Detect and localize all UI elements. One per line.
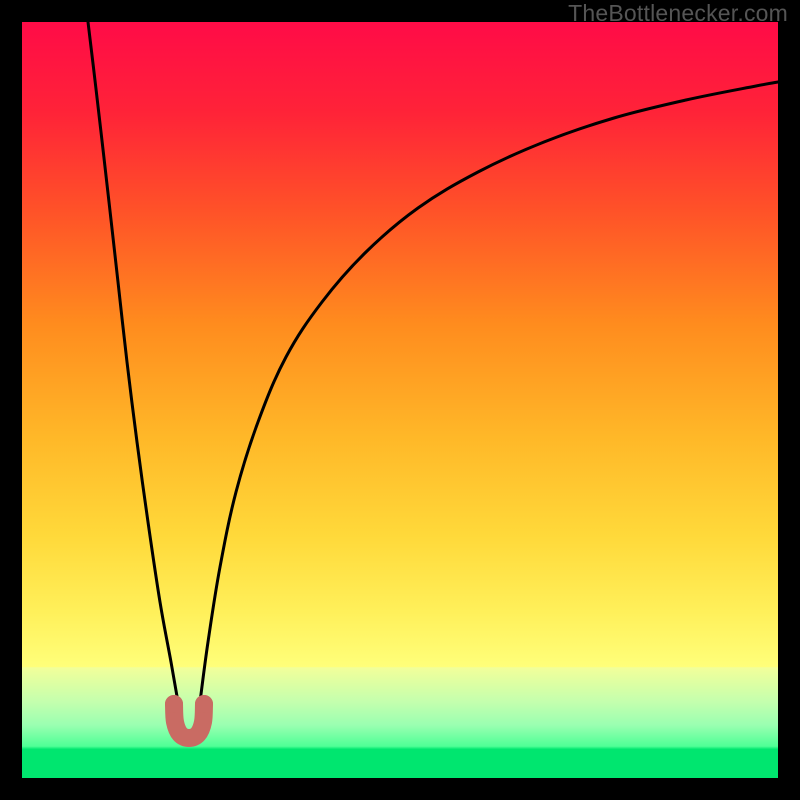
chart-root: TheBottlenecker.com [0, 0, 800, 800]
watermark-text: TheBottlenecker.com [568, 0, 788, 27]
chart-svg [0, 0, 800, 800]
curve-bump-cap-left [165, 695, 183, 713]
curve-bump-cap-right [195, 695, 213, 713]
chart-gradient-background [22, 22, 778, 778]
